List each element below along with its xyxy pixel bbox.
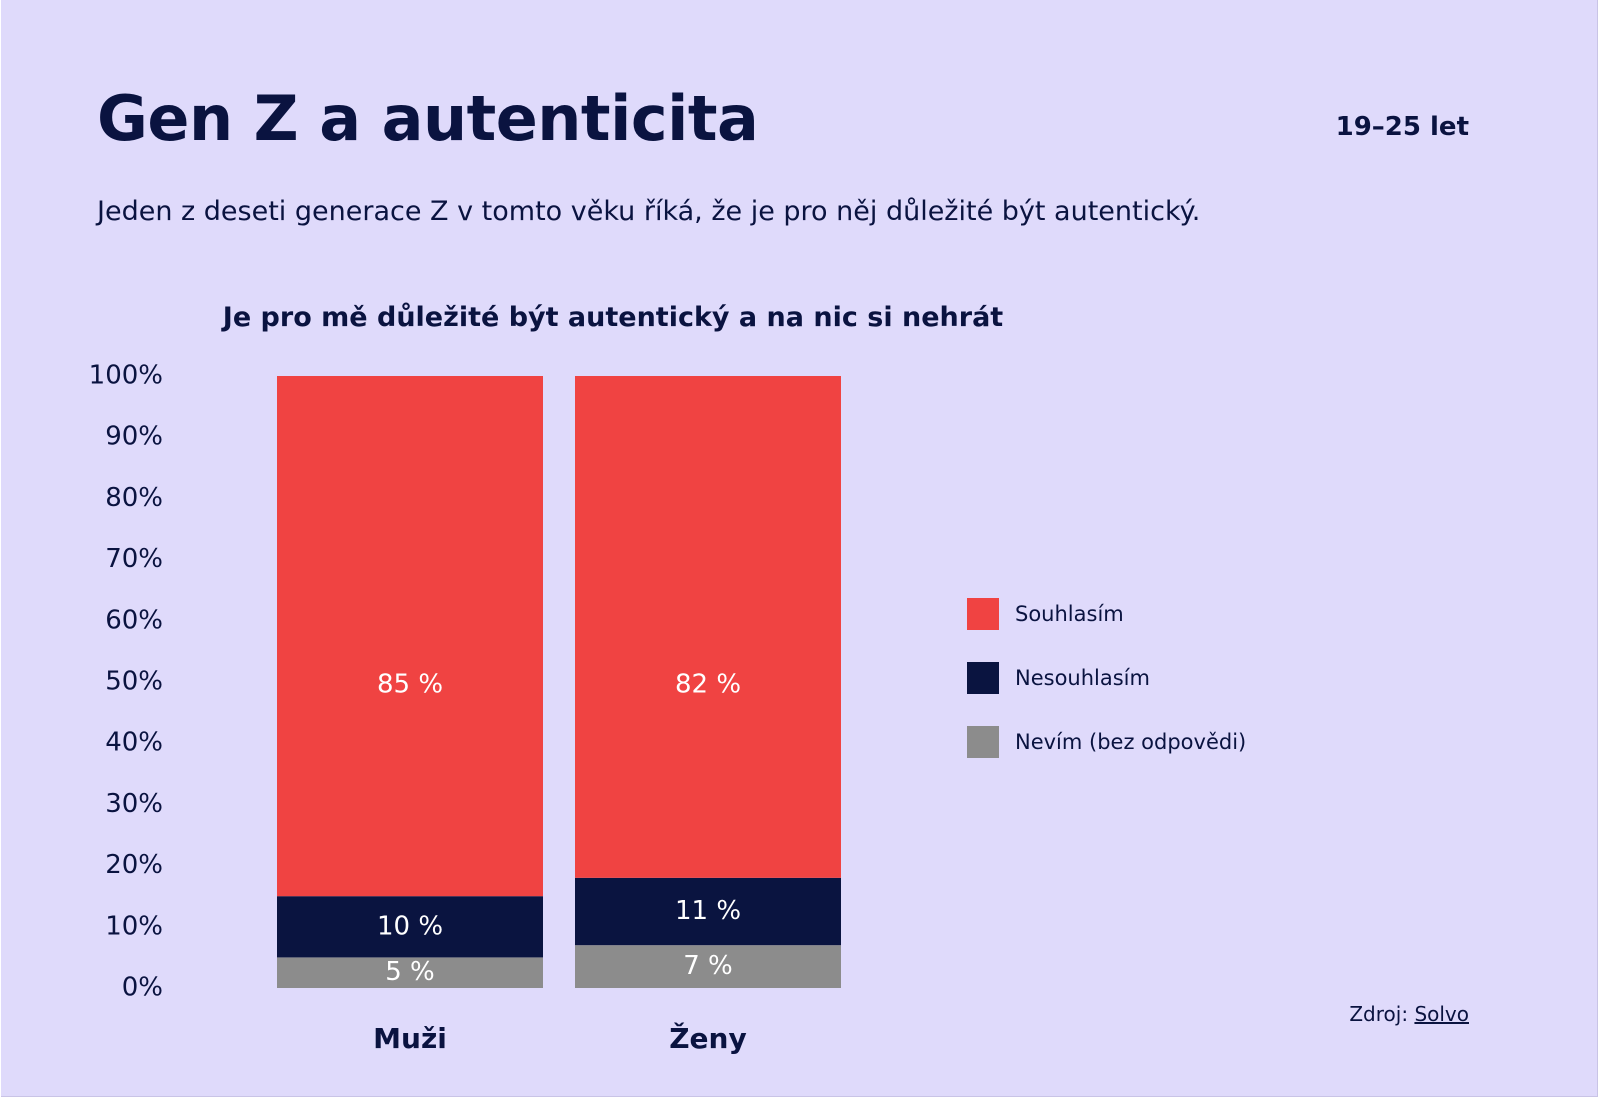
data-label: 7 % bbox=[683, 951, 733, 981]
y-tick-label: 50% bbox=[105, 667, 163, 697]
legend-swatch-souhlasim bbox=[967, 598, 999, 630]
chart-title: Je pro mě důležité být autentický a na n… bbox=[221, 302, 1003, 333]
bar-segment bbox=[575, 945, 841, 988]
y-tick-label: 10% bbox=[105, 911, 163, 941]
y-tick-label: 90% bbox=[105, 422, 163, 452]
y-tick-label: 80% bbox=[105, 483, 163, 513]
bar-segment bbox=[575, 877, 841, 946]
legend-label-souhlasim: Souhlasím bbox=[1015, 602, 1124, 626]
category-labels: Muži Ženy bbox=[373, 1021, 747, 1055]
y-tick-label: 60% bbox=[105, 605, 163, 635]
y-tick-label: 70% bbox=[105, 544, 163, 574]
legend-swatch-nevim bbox=[967, 726, 999, 758]
bar-segment bbox=[277, 376, 543, 897]
legend-label-nevim: Nevím (bez odpovědi) bbox=[1015, 730, 1247, 754]
bar-segment bbox=[575, 376, 841, 878]
y-tick-label: 20% bbox=[105, 850, 163, 880]
bars-group: 5 % 10 % 85 % 7 % 11 % 82 % bbox=[277, 376, 841, 988]
data-label: 5 % bbox=[385, 957, 435, 987]
page-subtitle: Jeden z deseti generace Z v tomto věku ř… bbox=[97, 196, 1201, 227]
category-label: Ženy bbox=[669, 1021, 746, 1055]
data-label: 82 % bbox=[675, 670, 741, 700]
legend-swatch-nesouhlasim bbox=[967, 662, 999, 694]
legend-label-nesouhlasim: Nesouhlasím bbox=[1015, 666, 1150, 690]
source-note: Zdroj: Solvo bbox=[1349, 1002, 1469, 1026]
source-link[interactable]: Solvo bbox=[1414, 1002, 1469, 1026]
category-label: Muži bbox=[373, 1022, 447, 1055]
data-label: 10 % bbox=[377, 911, 443, 941]
page-title: Gen Z a autenticita bbox=[97, 82, 759, 155]
bar-segment bbox=[277, 896, 543, 958]
y-tick-label: 30% bbox=[105, 789, 163, 819]
source-prefix: Zdroj: bbox=[1349, 1002, 1409, 1026]
age-range-label: 19–25 let bbox=[1335, 112, 1469, 142]
data-label: 85 % bbox=[377, 670, 443, 700]
y-tick-label: 40% bbox=[105, 728, 163, 758]
data-label: 11 % bbox=[675, 896, 741, 926]
y-axis-ticks: 0% 10% 20% 30% 40% 50% 60% 70% 80% 90% 100% bbox=[89, 361, 163, 1003]
y-tick-label: 100% bbox=[89, 361, 163, 391]
bar-segment bbox=[277, 957, 543, 988]
y-tick-label: 0% bbox=[122, 973, 163, 1003]
